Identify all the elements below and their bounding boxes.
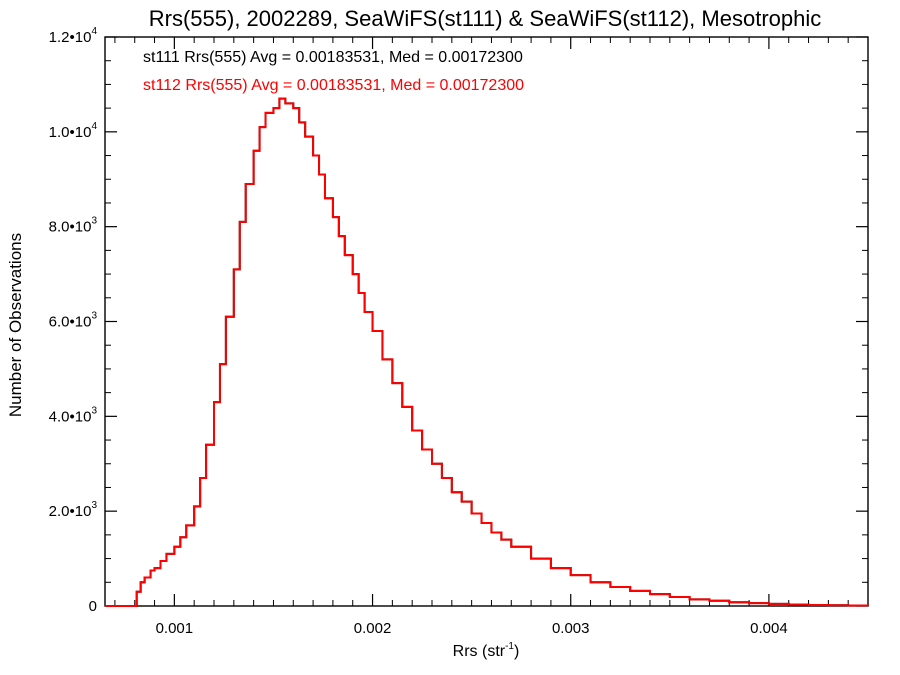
series-layer bbox=[105, 97, 869, 607]
y-tick-label: 4.0•103 bbox=[49, 405, 98, 425]
x-tick-label: 0.001 bbox=[156, 620, 194, 637]
y-tick-label: 8.0•103 bbox=[49, 216, 98, 236]
y-tick-label: 1.0•104 bbox=[49, 121, 98, 141]
x-axis-label: Rrs (str-1) bbox=[453, 641, 520, 660]
axis-ticks bbox=[105, 36, 869, 607]
x-tick-label: 0.002 bbox=[354, 620, 392, 637]
y-tick-label: 2.0•103 bbox=[49, 500, 98, 520]
annotation-2: st112 Rrs(555) Avg = 0.00183531, Med = 0… bbox=[143, 77, 524, 94]
y-tick-label: 1.2•104 bbox=[49, 26, 98, 46]
x-tick-label: 0.004 bbox=[750, 620, 788, 637]
chart-title: Rrs(555), 2002289, SeaWiFS(st111) & SeaW… bbox=[149, 6, 821, 31]
plot-frame bbox=[104, 36, 869, 607]
y-tick-labels: 0 2.0•103 4.0•103 6.0•103 8.0•103 1.0•104 1.2•… bbox=[49, 26, 98, 615]
annotation-1: st111 Rrs(555) Avg = 0.00183531, Med = 0… bbox=[143, 49, 523, 66]
y-tick-label: 6.0•103 bbox=[49, 311, 98, 331]
x-tick-label: 0.003 bbox=[552, 620, 590, 637]
x-tick-labels: 0.001 0.002 0.003 0.004 bbox=[156, 620, 788, 637]
y-tick-label: 0 bbox=[89, 598, 97, 615]
y-axis-label: Number of Observations bbox=[6, 233, 25, 417]
annotations: st111 Rrs(555) Avg = 0.00183531, Med = 0… bbox=[143, 49, 524, 94]
series-line-st111 bbox=[105, 97, 869, 607]
series-line-st112 bbox=[105, 97, 869, 607]
